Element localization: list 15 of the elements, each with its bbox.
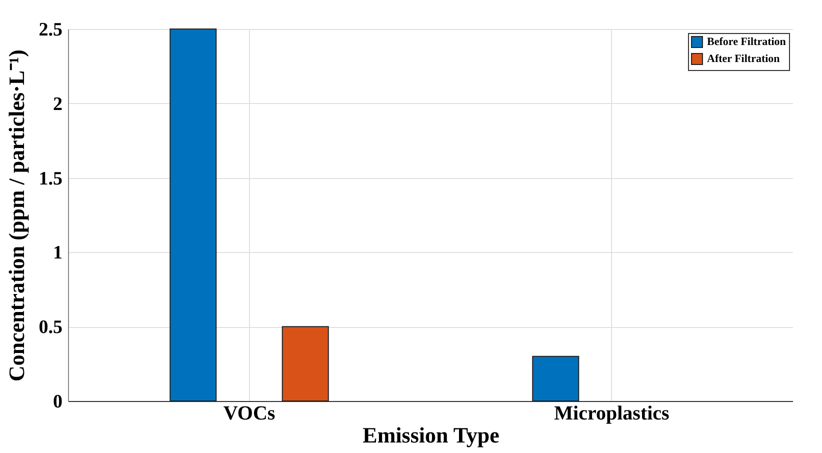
x-tick-label: Microplastics bbox=[554, 402, 670, 424]
y-tick-label: 2 bbox=[53, 94, 62, 115]
x-axis-title: Emission Type bbox=[362, 422, 500, 448]
y-tick-label: 0.5 bbox=[38, 317, 62, 338]
bar bbox=[282, 326, 329, 402]
bar bbox=[532, 356, 580, 402]
y-tick-label: 1.5 bbox=[38, 168, 62, 190]
legend-label: Before Filtration bbox=[707, 36, 786, 48]
x-tick-label: VOCs bbox=[223, 402, 276, 424]
y-axis-title: Concentration (ppm / particles·L⁻¹) bbox=[4, 50, 29, 382]
y-tick-label: 0 bbox=[53, 392, 62, 412]
y-tick-label: 1 bbox=[53, 242, 62, 264]
bar bbox=[170, 28, 217, 402]
legend-label: After Filtration bbox=[707, 53, 780, 65]
y-tick-label: 2.5 bbox=[38, 20, 62, 40]
